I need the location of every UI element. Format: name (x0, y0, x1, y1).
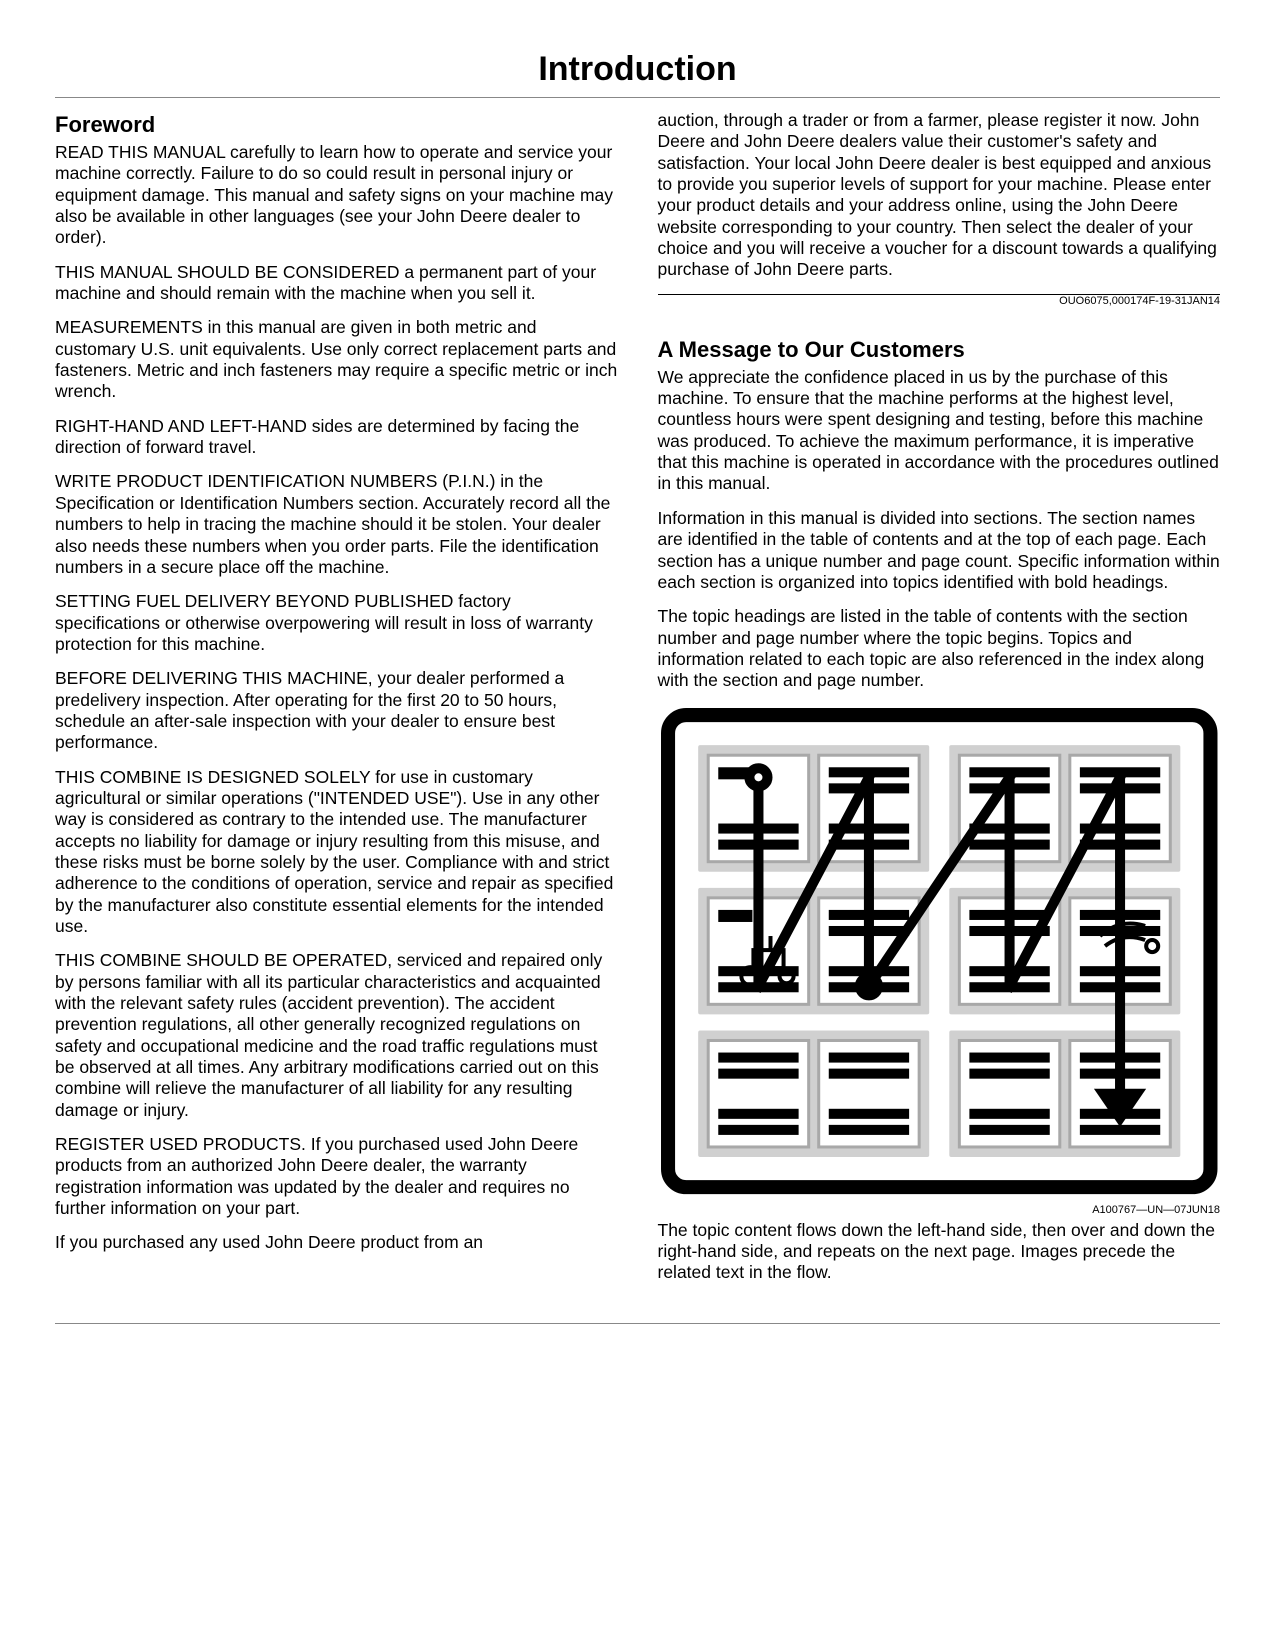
footer-rule (55, 1323, 1220, 1324)
diagram-caption: A100767—UN—07JUN18 (658, 1204, 1221, 1216)
foreword-p9: THIS COMBINE SHOULD BE OPERATED, service… (55, 950, 618, 1121)
message-p2: Information in this manual is divided in… (658, 508, 1221, 593)
message-heading: A Message to Our Customers (658, 337, 1221, 363)
flow-diagram-svg (658, 705, 1221, 1197)
two-column-layout: Foreword READ THIS MANUAL carefully to l… (55, 110, 1220, 1297)
foreword-p1: READ THIS MANUAL carefully to learn how … (55, 142, 618, 249)
page-title: Introduction (55, 50, 1220, 98)
foreword-p3: MEASUREMENTS in this manual are given in… (55, 317, 618, 402)
message-p3: The topic headings are listed in the tab… (658, 606, 1221, 691)
foreword-p4: RIGHT-HAND AND LEFT-HAND sides are deter… (55, 416, 618, 459)
flow-diagram (658, 705, 1221, 1202)
foreword-p11: If you purchased any used John Deere pro… (55, 1232, 618, 1253)
right-column: auction, through a trader or from a farm… (658, 110, 1221, 1297)
foreword-p5: WRITE PRODUCT IDENTIFICATION NUMBERS (P.… (55, 471, 618, 578)
foreword-heading: Foreword (55, 112, 618, 138)
foreword-p8: THIS COMBINE IS DESIGNED SOLELY for use … (55, 767, 618, 938)
reference-code-1: OUO6075,000174F-19-31JAN14 (658, 295, 1221, 307)
message-p1: We appreciate the confidence placed in u… (658, 367, 1221, 495)
foreword-p2: THIS MANUAL SHOULD BE CONSIDERED a perma… (55, 262, 618, 305)
foreword-p10: REGISTER USED PRODUCTS. If you purchased… (55, 1134, 618, 1219)
foreword-p7: BEFORE DELIVERING THIS MACHINE, your dea… (55, 668, 618, 753)
message-p4: The topic content flows down the left-ha… (658, 1220, 1221, 1284)
left-column: Foreword READ THIS MANUAL carefully to l… (55, 110, 618, 1297)
foreword-p6: SETTING FUEL DELIVERY BEYOND PUBLISHED f… (55, 591, 618, 655)
foreword-continuation: auction, through a trader or from a farm… (658, 110, 1221, 281)
